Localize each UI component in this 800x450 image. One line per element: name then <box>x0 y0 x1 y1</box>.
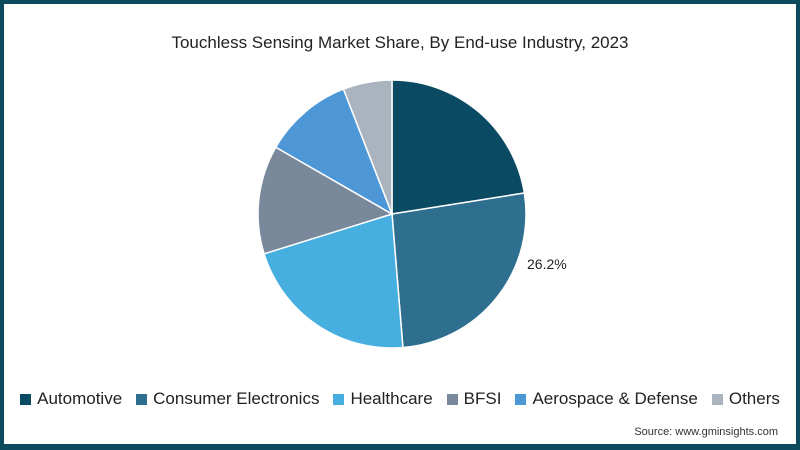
pie-slice-consumer-electronics <box>391 192 527 349</box>
swatch-icon <box>136 393 148 405</box>
pie-slice-healthcare <box>263 213 404 349</box>
swatch-icon <box>515 393 527 405</box>
pie-slice-aerospace-defense <box>274 88 394 216</box>
pie-slice-automotive <box>391 79 526 215</box>
pie-slice-bfsi <box>257 146 394 255</box>
legend-item-bfsi: BFSI <box>446 389 501 409</box>
legend-item-aerospace-defense: Aerospace & Defense <box>515 389 698 409</box>
swatch-icon <box>20 393 32 405</box>
legend-item-healthcare: Healthcare <box>333 389 433 409</box>
legend-item-automotive: Automotive <box>20 389 122 409</box>
chart-title: Touchless Sensing Market Share, By End-u… <box>171 33 629 52</box>
data-label-consumer-electronics: 26.2% <box>527 256 567 272</box>
legend-item-consumer-electronics: Consumer Electronics <box>136 389 319 409</box>
swatch-icon <box>446 393 458 405</box>
pie-slice-others <box>342 79 393 215</box>
source-note: Source: www.gminsights.com <box>634 426 778 438</box>
swatch-icon <box>333 393 345 405</box>
legend-item-others: Others <box>711 389 780 409</box>
legend: Automotive Consumer Electronics Healthca… <box>0 389 800 409</box>
swatch-icon <box>711 393 723 405</box>
